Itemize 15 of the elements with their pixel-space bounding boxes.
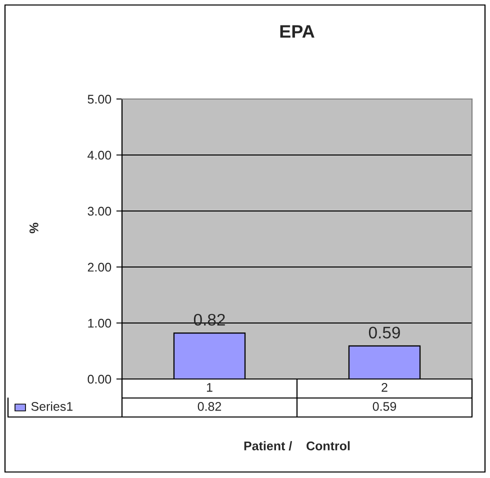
x-tick-label: 1 [206,383,212,392]
x-axis-title: Patient / Control [244,441,350,450]
data-label: 0.59 [372,402,396,411]
text: 0.59 [368,326,400,338]
y-tick-label: 0.00 [88,374,112,384]
y-tick-label: 5.00 [88,94,112,104]
chart-title: EPA [280,25,314,38]
y-tick-label: 2.00 [88,262,112,272]
y-tick-label: 4.00 [88,150,112,160]
x-tick-label: 2 [382,383,388,392]
data-label: 0.82 [198,402,222,411]
y-tick-label: 1.00 [88,318,112,328]
y-tick-label: 3.00 [88,206,112,216]
y-axis-title: % [30,222,38,234]
legend-label: Series1 [31,402,73,411]
